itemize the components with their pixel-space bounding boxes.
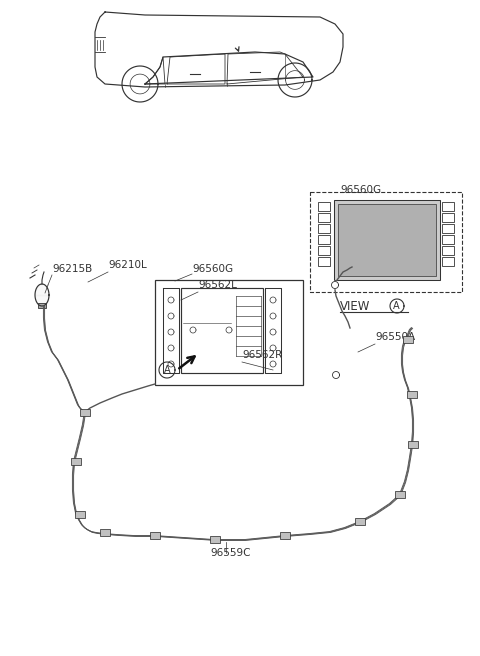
Bar xyxy=(442,257,454,266)
Bar xyxy=(318,246,330,255)
Text: 96550A: 96550A xyxy=(375,332,415,342)
Bar xyxy=(280,532,290,539)
Bar xyxy=(318,224,330,233)
Bar xyxy=(71,458,81,465)
Bar xyxy=(442,235,454,244)
Bar xyxy=(318,213,330,222)
Bar xyxy=(75,511,85,518)
Text: 96210L: 96210L xyxy=(108,260,147,270)
Bar xyxy=(150,532,160,539)
Polygon shape xyxy=(333,371,339,379)
Bar xyxy=(442,246,454,255)
Bar xyxy=(338,204,436,276)
Bar xyxy=(318,257,330,266)
Text: 96560G: 96560G xyxy=(340,185,381,195)
Bar xyxy=(408,441,418,448)
Text: A: A xyxy=(393,301,400,311)
Bar xyxy=(403,336,413,343)
Bar xyxy=(442,213,454,222)
Bar xyxy=(407,391,417,398)
Bar xyxy=(310,192,462,292)
Bar xyxy=(318,202,330,211)
Bar xyxy=(210,536,220,543)
Bar xyxy=(442,224,454,233)
Text: 96562L: 96562L xyxy=(198,280,237,290)
Text: 96562R: 96562R xyxy=(242,350,282,360)
Bar xyxy=(318,235,330,244)
Bar xyxy=(334,200,440,280)
Bar xyxy=(442,202,454,211)
Bar xyxy=(80,409,90,416)
Text: 96215B: 96215B xyxy=(52,264,92,274)
Text: 96560G: 96560G xyxy=(192,264,233,274)
Text: 96559C: 96559C xyxy=(210,548,251,558)
Bar xyxy=(355,518,365,525)
Bar xyxy=(100,529,110,536)
Text: A: A xyxy=(164,365,170,375)
Polygon shape xyxy=(332,281,338,289)
Bar xyxy=(38,303,46,308)
Bar xyxy=(395,491,405,498)
Bar xyxy=(181,288,263,373)
Text: VIEW: VIEW xyxy=(340,300,371,313)
Bar xyxy=(155,280,303,385)
